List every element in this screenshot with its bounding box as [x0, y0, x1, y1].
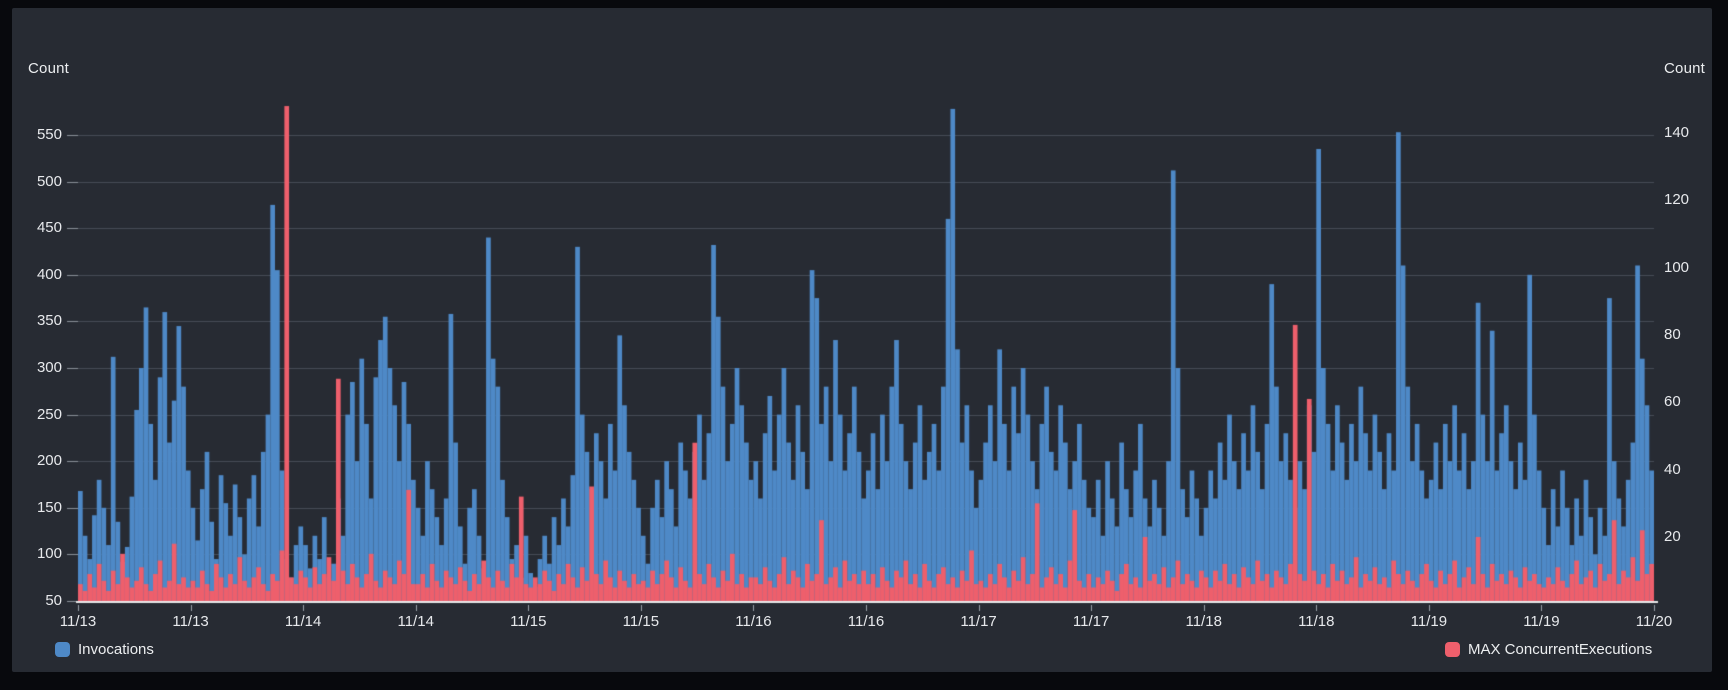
left-axis-tick-label: 200 — [36, 452, 62, 470]
x-axis-tick-label: 11/17 — [960, 613, 997, 630]
left-axis-title: Count — [28, 60, 70, 77]
metrics-chart[interactable] — [12, 8, 1712, 672]
x-axis-tick-label: 11/16 — [735, 613, 772, 630]
right-axis-tick-label: 140 — [1664, 123, 1690, 141]
left-axis-tick-label: 50 — [45, 592, 62, 609]
right-axis-tick-label: 60 — [1664, 393, 1681, 411]
legend-item-invocations[interactable]: Invocations — [55, 641, 154, 658]
x-axis-tick-label: 11/13 — [59, 613, 97, 630]
x-axis-tick-label: 11/18 — [1298, 613, 1335, 630]
right-axis-tick-label: 120 — [1664, 191, 1690, 209]
left-axis-tick-label: 250 — [36, 405, 62, 423]
right-axis-tick-label: 80 — [1664, 325, 1681, 343]
right-axis-tick-label: 40 — [1664, 460, 1681, 478]
left-axis-tick-label: 300 — [36, 359, 62, 376]
x-axis-tick-label: 11/17 — [1072, 613, 1110, 630]
left-axis-tick-label: 150 — [36, 498, 62, 516]
left-axis-tick-label: 450 — [36, 219, 62, 237]
left-axis-tick-label: 350 — [36, 312, 62, 330]
left-axis-tick-label: 100 — [36, 545, 62, 563]
x-axis-tick-label: 11/19 — [1410, 613, 1448, 630]
x-axis-tick-label: 11/15 — [510, 613, 547, 630]
max-concurrent-executions-color-swatch — [1445, 642, 1460, 657]
invocations-color-swatch — [55, 642, 70, 657]
right-axis-tick-label: 100 — [1664, 258, 1690, 276]
left-axis-tick-label: 400 — [36, 265, 62, 283]
legend-item-max-concurrent-executions[interactable]: MAX ConcurrentExecutions — [1445, 641, 1652, 658]
chart-panel: Count Count 550 500 450 400 350 300 250 200 150 1… — [12, 8, 1712, 672]
left-axis-tick-label: 550 — [36, 126, 62, 143]
right-axis-tick-label: 20 — [1664, 528, 1681, 545]
legend-label-invocations: Invocations — [78, 641, 154, 658]
x-axis-tick-label: 11/19 — [1523, 613, 1560, 630]
legend-label-max-concurrent-executions: MAX ConcurrentExecutions — [1468, 641, 1653, 658]
x-axis-tick-label: 11/16 — [847, 613, 885, 630]
x-axis-tick-label: 11/18 — [1185, 613, 1222, 630]
right-axis-title: Count — [1664, 60, 1706, 77]
x-axis-tick-label: 11/13 — [172, 613, 209, 630]
x-axis-tick-label: 11/20 — [1635, 613, 1673, 630]
x-axis-tick-label: 11/14 — [397, 613, 434, 630]
left-axis-tick-label: 500 — [36, 172, 62, 190]
x-axis-tick-label: 11/14 — [284, 613, 322, 630]
x-axis-tick-label: 11/15 — [622, 613, 660, 630]
